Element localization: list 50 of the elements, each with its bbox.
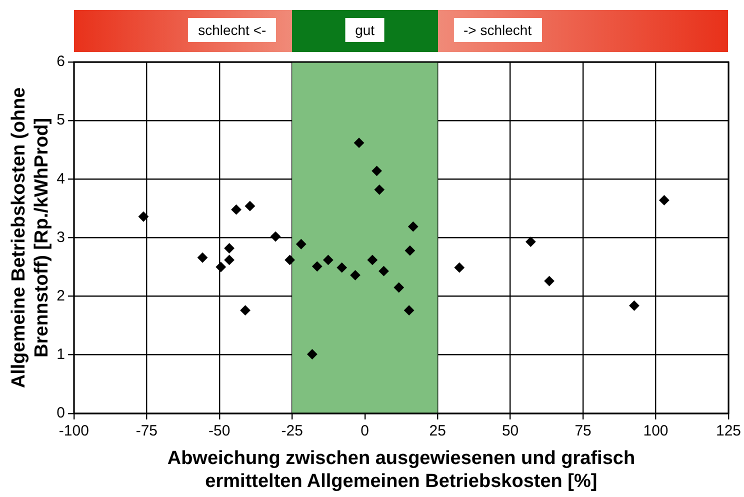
point <box>408 222 418 232</box>
point <box>454 262 464 273</box>
point <box>231 204 242 215</box>
header-strip: schlecht <- gut -> schlecht <box>74 10 728 52</box>
point <box>394 282 404 292</box>
point <box>659 195 670 206</box>
y-tick-label: 0 <box>56 404 65 422</box>
point <box>244 201 255 212</box>
x-tick-label: 50 <box>502 422 519 440</box>
point <box>526 236 536 247</box>
point <box>354 138 364 148</box>
x-tick-label: -25 <box>281 422 303 440</box>
x-tick-label: 100 <box>643 422 668 440</box>
y-tick-label: 6 <box>56 53 65 70</box>
point <box>350 270 360 280</box>
point <box>240 305 250 316</box>
y-tick-label: 5 <box>56 112 65 129</box>
x-tick-label: -100 <box>58 422 89 440</box>
point <box>224 243 234 254</box>
point <box>284 254 295 265</box>
point <box>312 261 322 272</box>
point <box>296 239 306 250</box>
y-tick-label: 4 <box>56 170 65 188</box>
x-tick-label: 75 <box>574 422 592 440</box>
point <box>138 212 148 222</box>
y-tick-label: 2 <box>56 287 65 304</box>
point <box>216 262 226 272</box>
point <box>404 305 414 316</box>
y-axis-title: Allgemeine Betriebskosten (ohne Brennstoff) [Rp./kWhProd] <box>8 87 52 388</box>
y-tick-label: 1 <box>56 346 65 363</box>
point <box>629 300 640 311</box>
x-tick-label: -75 <box>136 422 158 440</box>
point <box>323 254 334 265</box>
x-tick-label: 25 <box>429 422 446 440</box>
x-tick-label: 0 <box>360 422 370 440</box>
point <box>336 262 347 273</box>
point <box>198 252 208 263</box>
point <box>307 349 318 360</box>
point <box>378 266 389 276</box>
point <box>374 184 384 195</box>
point <box>224 254 234 265</box>
point <box>544 276 554 286</box>
point <box>270 232 281 242</box>
x-tick-label: -50 <box>208 422 230 440</box>
y-tick-label: 3 <box>56 228 65 246</box>
point <box>372 166 382 176</box>
point <box>367 254 378 265</box>
x-tick-label: 125 <box>716 422 741 440</box>
point <box>404 246 415 256</box>
x-axis-title: Abweichung zwischen ausgewiesenen und grafisch ermittelten Allgemeinen Betriebskosten [%] <box>167 448 636 492</box>
